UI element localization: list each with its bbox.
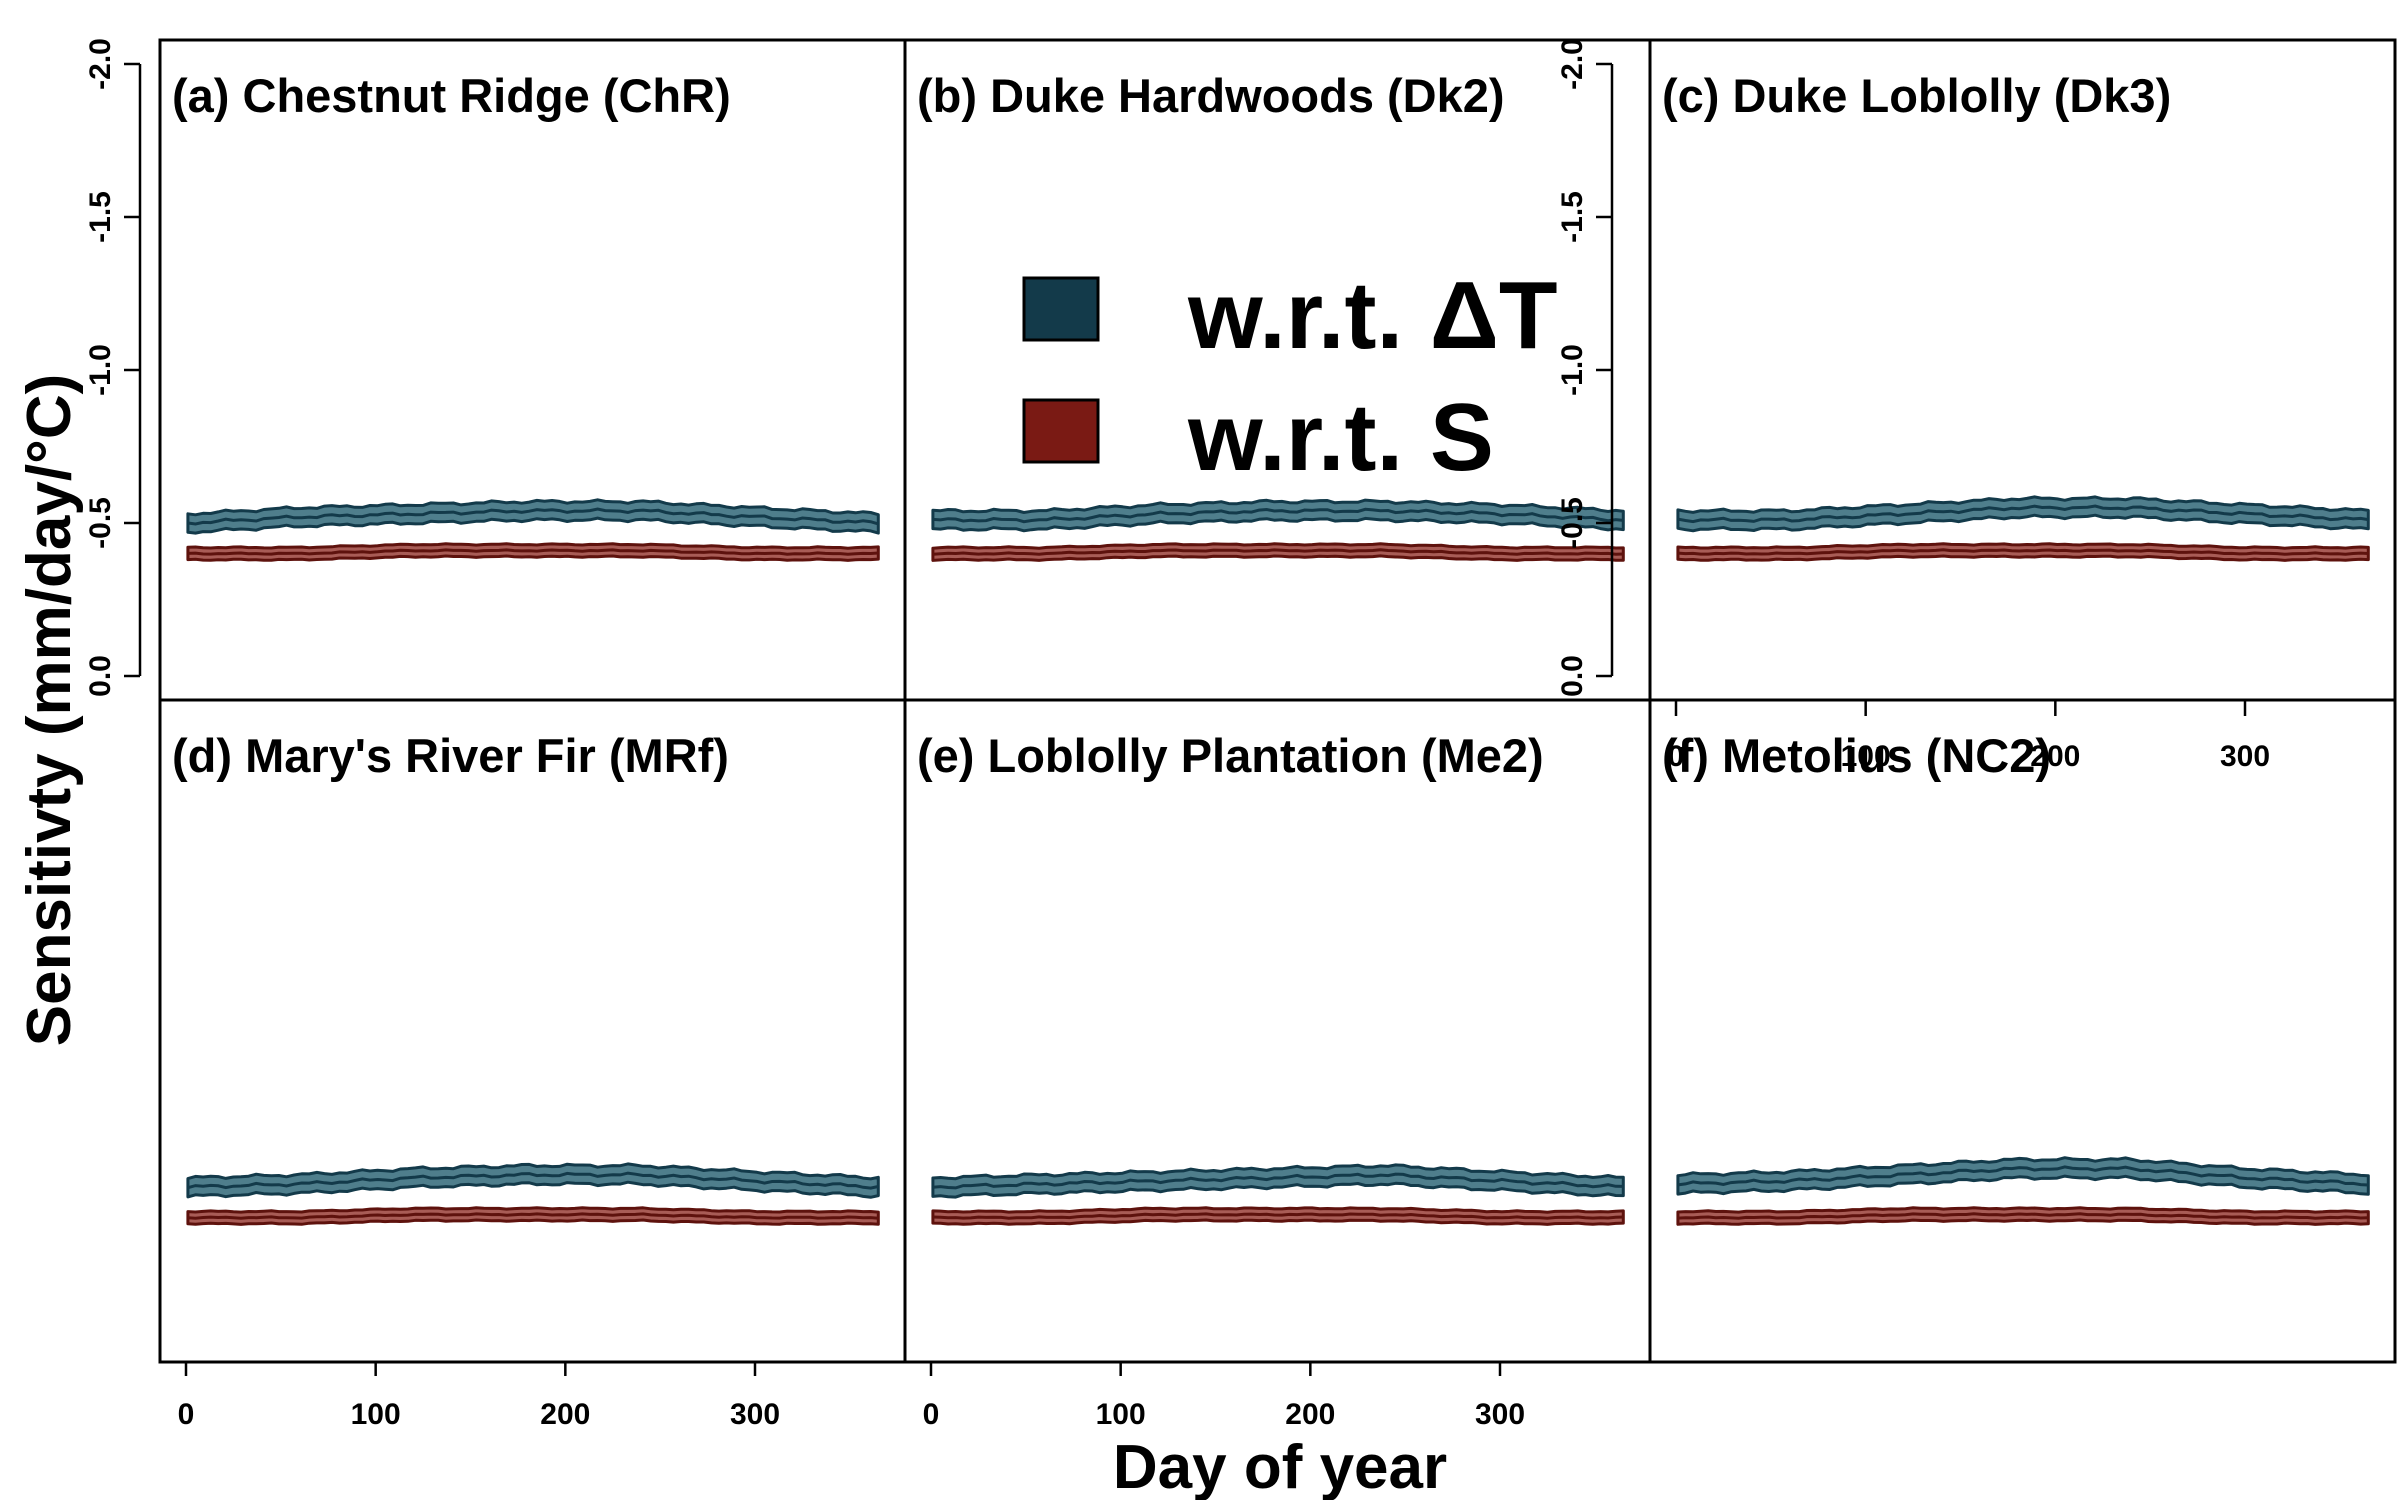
x-tick-label: 200 <box>540 1398 590 1431</box>
mean-line-S <box>932 1212 1624 1220</box>
panel-title: (a) Chestnut Ridge (ChR) <box>172 69 731 122</box>
x-axis-title: Day of year <box>1113 1433 1447 1500</box>
x-tick-label: 300 <box>2220 740 2270 773</box>
y-axis-left: 0.0 -0.5 -1.0 -1.5 -2.0 <box>84 38 142 697</box>
x-tick-label: 100 <box>1096 1398 1146 1431</box>
mean-line-S <box>1677 548 2369 556</box>
panel-c: (c) Duke Loblolly (Dk3) <box>1662 69 2370 562</box>
mean-line-dT <box>1677 1165 2369 1187</box>
legend-label: w.r.t. S <box>1187 384 1494 491</box>
mean-line-dT <box>932 1172 1624 1190</box>
mean-line-S <box>187 1212 879 1220</box>
ribbon-dT <box>931 498 1625 533</box>
x-tick-label: 300 <box>1475 1398 1525 1431</box>
panel-title: (d) Mary's River Fir (MRf) <box>172 729 729 782</box>
panel-title: (e) Loblolly Plantation (Me2) <box>917 729 1544 782</box>
axes-layer: 0.0 -0.5 -1.0 -1.5 -2.0 0.0 -0.5 -1.0 -1.5 -2.0 0 1… <box>84 38 2397 1431</box>
x-tick-label: 100 <box>351 1398 401 1431</box>
mean-line-dT <box>187 507 879 526</box>
y-tick-label: -1.0 <box>1556 344 1589 396</box>
ribbon-dT <box>1676 495 2370 533</box>
x-axis-f: 0 100 200 300 <box>1668 698 2369 773</box>
panels-layer: (a) Chestnut Ridge (ChR) (b) Duke Hardwoo… <box>172 69 2370 1226</box>
panel-f: (f) Metolius (NC2) <box>1662 729 2370 1226</box>
mean-line-S <box>1677 1212 2369 1220</box>
x-tick-label: 100 <box>1841 740 1891 773</box>
legend-label: w.r.t. ΔT <box>1187 262 1557 369</box>
legend: w.r.t. ΔT w.r.t. S <box>1022 262 1557 491</box>
panel-title: (b) Duke Hardwoods (Dk2) <box>917 69 1505 122</box>
x-tick-label: 200 <box>2030 740 2080 773</box>
y-tick-label: -1.0 <box>84 344 117 396</box>
legend-entry: w.r.t. ΔT <box>1022 262 1557 369</box>
x-tick-label: 200 <box>1285 1398 1335 1431</box>
panel-title: (c) Duke Loblolly (Dk3) <box>1662 69 2171 122</box>
panel-e: (e) Loblolly Plantation (Me2) <box>917 729 1625 1226</box>
legend-swatch <box>1022 276 1100 342</box>
ribbon-S <box>1676 1206 2370 1226</box>
ribbon-dT <box>186 498 880 535</box>
x-tick-label: 0 <box>1668 740 1685 773</box>
x-axis-a: 0 100 200 300 <box>178 1360 879 1431</box>
y-tick-label: 0.0 <box>84 655 117 697</box>
y-tick-label: -0.5 <box>84 497 117 549</box>
panel-d: (d) Mary's River Fir (MRf) <box>172 729 880 1226</box>
y-tick-label: 0.0 <box>1556 655 1589 697</box>
mean-line-S <box>187 548 879 556</box>
y-tick-label: -2.0 <box>84 38 117 90</box>
ribbon-S <box>186 1206 880 1226</box>
panel-title: (f) Metolius (NC2) <box>1662 729 2051 782</box>
legend-entry: w.r.t. S <box>1022 384 1494 491</box>
y-tick-label: -1.5 <box>1556 191 1589 243</box>
panel-a: (a) Chestnut Ridge (ChR) <box>172 69 880 562</box>
panel-b: (b) Duke Hardwoods (Dk2) <box>917 69 1625 562</box>
y-tick-label: -1.5 <box>84 191 117 243</box>
mean-line-dT <box>187 1171 879 1190</box>
ribbon-dT <box>931 1163 1625 1199</box>
x-tick-label: 300 <box>730 1398 780 1431</box>
ribbon-S <box>931 542 1625 562</box>
legend-swatch <box>1022 398 1100 464</box>
y-tick-label: -2.0 <box>1556 38 1589 90</box>
y-axis-title: Sensitivty (mm/day/°C) <box>15 374 84 1047</box>
y-axis-c: 0.0 -0.5 -1.0 -1.5 -2.0 <box>1556 38 1614 697</box>
ribbon-dT <box>1676 1156 2370 1196</box>
y-tick-label: -0.5 <box>1556 497 1589 549</box>
mean-line-dT <box>932 507 1624 524</box>
x-tick-label: 0 <box>178 1398 195 1431</box>
ribbon-dT <box>186 1162 880 1199</box>
mean-line-dT <box>1677 504 2369 524</box>
mean-line-S <box>932 548 1624 556</box>
x-axis-b: 0 100 200 300 <box>923 1360 1624 1431</box>
x-tick-label: 0 <box>923 1398 940 1431</box>
